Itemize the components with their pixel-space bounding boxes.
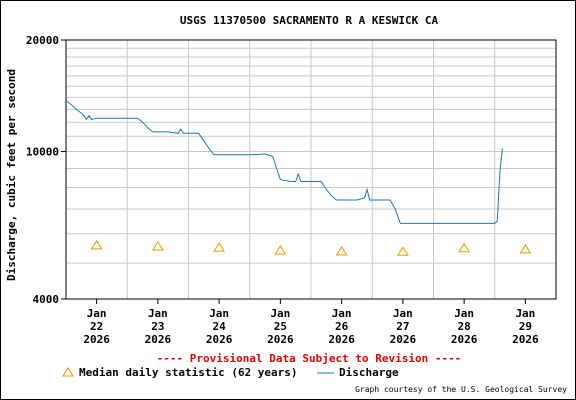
x-tick-label-month: Jan [148, 307, 168, 320]
x-tick-label-month: Jan [270, 307, 290, 320]
median-marker [335, 246, 348, 256]
discharge-series-line [65, 100, 503, 224]
y-tick-label: 20000 [26, 34, 59, 47]
y-axis-label: Discharge, cubic feet per second [5, 69, 18, 281]
median-marker [519, 243, 532, 254]
x-tick-label-year: 2026 [267, 333, 294, 346]
plot-frame [65, 39, 557, 300]
x-tick-label-year: 2026 [512, 333, 539, 346]
x-tick-label-day: 24 [213, 320, 227, 333]
y-tick-labels: 4000 10000 20000 [26, 34, 59, 306]
x-tick-label-day: 25 [274, 320, 287, 333]
x-tick-label-year: 2026 [451, 333, 478, 346]
median-marker [90, 239, 103, 250]
legend-discharge-label: Discharge [339, 366, 399, 379]
y-tick-label: 4000 [33, 293, 60, 306]
x-tick-label-year: 2026 [390, 333, 417, 346]
y-tick-label: 10000 [26, 146, 59, 159]
provisional-notice: ---- Provisional Data Subject to Revisio… [157, 352, 462, 365]
median-marker [458, 242, 471, 253]
median-marker [151, 241, 164, 251]
x-tick-label-month: Jan [209, 307, 229, 320]
x-tick-label-year: 2026 [206, 333, 233, 346]
chart-title: USGS 11370500 SACRAMENTO R A KESWICK CA [180, 14, 439, 27]
median-marker [213, 242, 226, 252]
x-tick-label-month: Jan [515, 307, 535, 320]
grid-layer [66, 40, 556, 299]
legend-median-triangle-icon [62, 367, 74, 377]
x-tick-label-day: 28 [458, 320, 471, 333]
x-tick-label-month: Jan [87, 307, 107, 320]
x-tick-label-day: 26 [335, 320, 349, 333]
median-marker [274, 245, 287, 255]
series-layer [65, 100, 532, 256]
x-tick-label-day: 29 [519, 320, 532, 333]
x-tick-label-year: 2026 [328, 333, 355, 346]
median-marker [396, 246, 409, 256]
x-tick-label-day: 23 [151, 320, 164, 333]
x-tick-label-month: Jan [332, 307, 352, 320]
legend-median-label: Median daily statistic (62 years) [79, 366, 298, 379]
axis-layer [61, 39, 557, 304]
x-tick-label-day: 27 [396, 320, 409, 333]
x-tick-labels: Jan222026Jan232026Jan242026Jan252026Jan2… [83, 307, 539, 346]
usgs-credit: Graph courtesy of the U.S. Geological Su… [355, 385, 567, 394]
legend: Median daily statistic (62 years) Discha… [62, 366, 399, 379]
x-tick-label-year: 2026 [145, 333, 172, 346]
x-tick-label-month: Jan [454, 307, 474, 320]
x-tick-label-day: 22 [90, 320, 103, 333]
x-tick-label-month: Jan [393, 307, 413, 320]
x-tick-label-year: 2026 [83, 333, 110, 346]
